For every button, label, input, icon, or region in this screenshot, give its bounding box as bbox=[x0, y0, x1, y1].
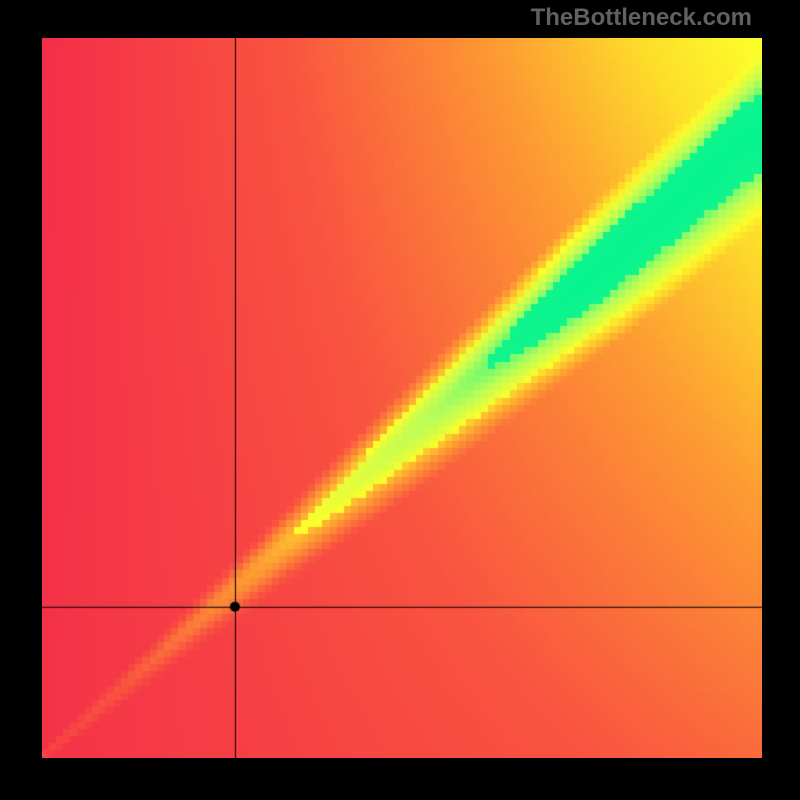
attribution-text: TheBottleneck.com bbox=[531, 4, 752, 32]
heatmap-plot bbox=[42, 38, 762, 758]
heatmap-canvas bbox=[42, 38, 762, 758]
